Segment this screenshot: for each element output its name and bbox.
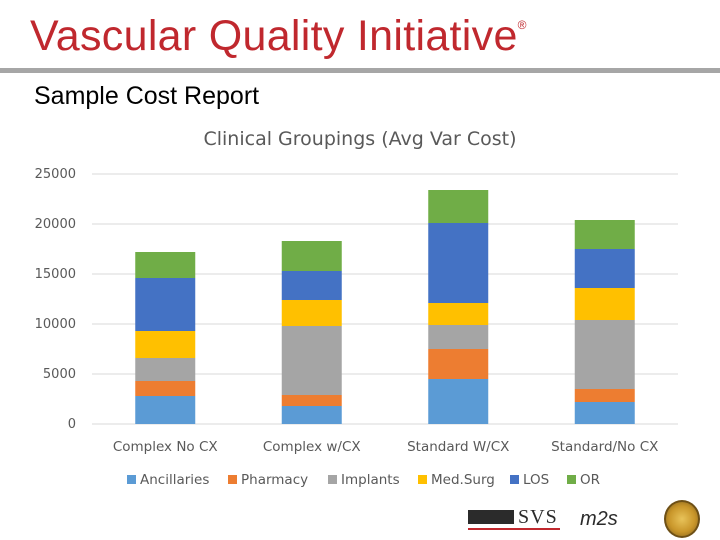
bar-segment — [135, 396, 196, 424]
bar-segment — [135, 358, 196, 381]
footer-logos: SVS m2s — [468, 498, 720, 538]
legend-swatch — [567, 475, 576, 484]
x-category-label: Standard/No CX — [551, 439, 658, 455]
legend-label: Implants — [341, 472, 400, 488]
legend: Ancillaries Pharmacy Implants Med.Surg LOS OR — [127, 472, 600, 488]
seal-logo — [664, 500, 700, 538]
bar-segment — [281, 241, 342, 271]
cost-chart: Clinical Groupings (Avg Var Cost) 0 5000 1… — [35, 128, 678, 488]
bar-segment — [574, 249, 635, 288]
legend-label: Med.Surg — [431, 472, 495, 488]
bar-segment — [281, 271, 342, 300]
bar-segment — [574, 389, 635, 402]
legend-swatch — [228, 475, 237, 484]
bar-segment — [574, 320, 635, 389]
brand-title: Vascular Quality Initiative® — [30, 12, 527, 60]
x-category-label: Complex No CX — [113, 439, 218, 455]
legend-swatch — [510, 475, 519, 484]
bar-segment — [428, 379, 489, 424]
legend-swatch — [127, 475, 136, 484]
bar-segment — [428, 325, 489, 349]
bar-segment — [574, 402, 635, 424]
legend-swatch — [328, 475, 337, 484]
m2s-logo: m2s — [580, 508, 618, 530]
y-tick-label: 0 — [68, 417, 76, 432]
bar-segment — [135, 278, 196, 331]
bar-segment — [135, 252, 196, 278]
y-tick-label: 25000 — [35, 167, 76, 182]
bar-segment — [428, 349, 489, 379]
chart-title: Clinical Groupings (Avg Var Cost) — [203, 128, 516, 150]
bar-segment — [574, 288, 635, 320]
svs-logo: SVS — [468, 506, 560, 532]
legend-label: Ancillaries — [140, 472, 209, 488]
page-subtitle: Sample Cost Report — [34, 82, 260, 110]
legend-label: Pharmacy — [241, 472, 308, 488]
y-tick-label: 10000 — [35, 317, 76, 332]
bar-segment — [135, 381, 196, 396]
bar-segment — [281, 326, 342, 395]
legend-label: LOS — [523, 472, 549, 488]
bar-segment — [281, 406, 342, 424]
y-tick-label: 20000 — [35, 217, 76, 232]
legend-label: OR — [580, 472, 600, 488]
x-axis-categories: Complex No CX Complex w/CX Standard W/CX St… — [113, 439, 659, 455]
y-tick-label: 5000 — [43, 367, 76, 382]
header-divider — [0, 68, 720, 73]
legend-swatch — [418, 475, 427, 484]
bar-segment — [281, 300, 342, 326]
y-tick-label: 15000 — [35, 267, 76, 282]
y-axis-ticks: 0 5000 10000 15000 20000 25000 — [35, 167, 76, 432]
bar-segment — [428, 223, 489, 303]
bar-segment — [281, 395, 342, 406]
bar-segment — [428, 303, 489, 325]
bar-segment — [428, 190, 489, 223]
registered-mark: ® — [517, 18, 527, 32]
bar-segment — [574, 220, 635, 249]
bar-segment — [135, 331, 196, 358]
bars — [135, 190, 635, 424]
x-category-label: Complex w/CX — [263, 439, 361, 455]
x-category-label: Standard W/CX — [407, 439, 509, 455]
